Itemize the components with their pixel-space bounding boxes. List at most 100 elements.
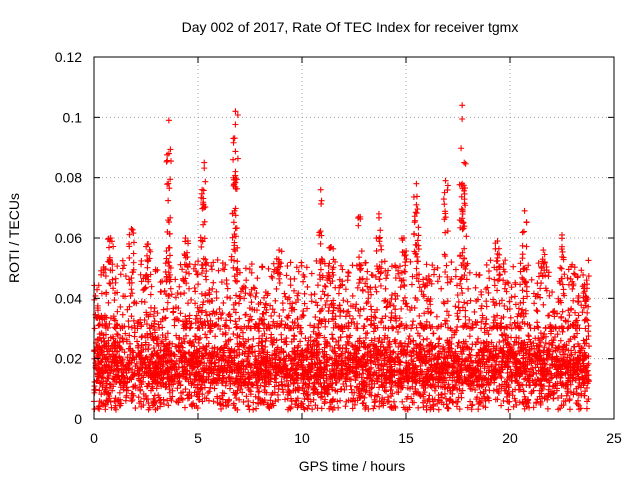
data-point bbox=[105, 391, 112, 398]
data-point bbox=[217, 326, 224, 333]
data-point bbox=[563, 392, 570, 399]
data-points bbox=[91, 102, 593, 413]
data-point bbox=[442, 370, 449, 377]
data-point bbox=[390, 348, 397, 355]
data-point bbox=[211, 385, 218, 392]
data-point bbox=[448, 334, 455, 341]
data-point bbox=[496, 339, 503, 346]
data-point bbox=[335, 337, 342, 344]
data-point bbox=[564, 354, 571, 361]
data-point bbox=[558, 392, 565, 399]
data-point bbox=[343, 333, 350, 340]
data-point bbox=[371, 380, 378, 387]
data-point bbox=[583, 384, 590, 391]
data-point bbox=[542, 340, 549, 347]
data-point bbox=[374, 361, 381, 368]
data-point bbox=[234, 334, 241, 341]
data-point bbox=[477, 389, 484, 396]
data-point bbox=[239, 329, 246, 336]
data-point bbox=[145, 380, 152, 387]
data-point bbox=[571, 334, 578, 341]
data-point bbox=[544, 377, 551, 384]
data-point bbox=[414, 366, 421, 373]
data-point bbox=[262, 343, 269, 350]
data-point bbox=[530, 340, 537, 347]
data-point bbox=[419, 380, 426, 387]
data-point bbox=[134, 338, 141, 345]
data-point bbox=[316, 330, 323, 337]
data-point bbox=[472, 386, 479, 393]
data-point bbox=[366, 381, 373, 388]
data-point bbox=[513, 334, 520, 341]
data-point bbox=[431, 344, 438, 351]
data-point bbox=[537, 330, 544, 337]
data-point bbox=[283, 335, 290, 342]
data-point bbox=[238, 376, 245, 383]
data-point bbox=[105, 358, 112, 365]
data-point bbox=[376, 334, 383, 341]
data-point bbox=[239, 389, 246, 396]
data-point bbox=[302, 335, 309, 342]
data-point bbox=[344, 338, 351, 345]
data-point bbox=[449, 349, 456, 356]
data-point bbox=[479, 352, 486, 359]
data-point bbox=[376, 384, 383, 391]
data-point bbox=[549, 383, 556, 390]
data-point bbox=[485, 331, 492, 338]
data-point bbox=[370, 328, 377, 335]
data-point bbox=[368, 385, 375, 392]
data-point bbox=[150, 344, 157, 351]
data-point bbox=[412, 385, 419, 392]
data-point bbox=[145, 346, 152, 353]
data-point bbox=[347, 332, 354, 339]
data-point bbox=[271, 383, 278, 390]
data-point bbox=[207, 384, 214, 391]
data-point bbox=[300, 390, 307, 397]
data-point bbox=[358, 374, 365, 381]
data-point bbox=[364, 356, 371, 363]
data-point bbox=[504, 369, 511, 376]
data-point bbox=[362, 334, 369, 341]
data-point bbox=[576, 376, 583, 383]
data-point bbox=[540, 348, 547, 355]
data-point bbox=[395, 328, 402, 335]
data-point bbox=[381, 336, 388, 343]
data-point bbox=[236, 346, 243, 353]
data-point bbox=[387, 347, 394, 354]
data-point bbox=[283, 341, 290, 348]
data-point bbox=[466, 333, 473, 340]
data-point bbox=[475, 335, 482, 342]
data-point bbox=[549, 348, 556, 355]
data-point bbox=[498, 331, 505, 338]
data-point bbox=[525, 332, 532, 339]
data-point bbox=[517, 360, 524, 367]
data-point bbox=[454, 343, 461, 350]
data-point bbox=[426, 392, 433, 399]
data-point bbox=[206, 388, 213, 395]
data-point bbox=[511, 338, 518, 345]
data-point bbox=[334, 398, 341, 405]
data-point bbox=[252, 393, 259, 400]
data-point bbox=[418, 346, 425, 353]
data-point bbox=[515, 335, 522, 342]
data-point bbox=[328, 384, 335, 391]
data-point bbox=[337, 397, 344, 404]
data-point bbox=[122, 330, 129, 337]
data-point bbox=[488, 339, 495, 346]
data-point bbox=[329, 336, 336, 343]
data-point bbox=[135, 344, 142, 351]
data-point bbox=[541, 330, 548, 337]
data-point bbox=[98, 391, 105, 398]
data-point bbox=[554, 331, 561, 338]
data-point bbox=[100, 378, 107, 385]
data-point bbox=[364, 330, 371, 337]
data-point bbox=[508, 369, 515, 376]
data-point bbox=[178, 340, 185, 347]
data-point bbox=[515, 341, 522, 348]
data-point bbox=[307, 334, 314, 341]
data-point bbox=[386, 341, 393, 348]
data-point bbox=[441, 354, 448, 361]
data-point bbox=[219, 331, 226, 338]
data-point bbox=[174, 385, 181, 392]
